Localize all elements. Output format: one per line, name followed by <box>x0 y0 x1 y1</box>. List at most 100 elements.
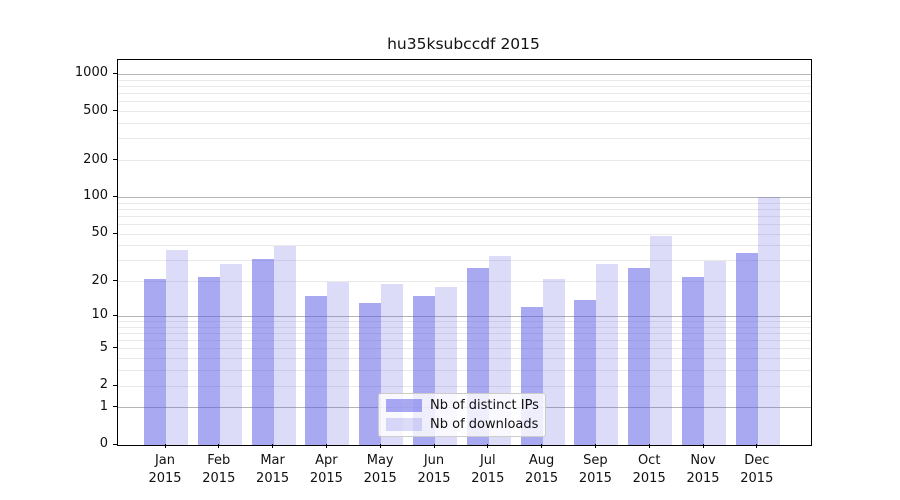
x-tick-mark-jun <box>433 444 435 448</box>
y-tick-mark-5 <box>113 347 117 349</box>
gridline-y-600 <box>118 101 811 103</box>
bar-nb-of-distinct-ips-sep <box>574 299 597 445</box>
y-tick-mark-20 <box>113 280 117 282</box>
bar-nb-of-distinct-ips-apr <box>305 296 328 445</box>
y-tick-label-0: 0 <box>99 436 108 451</box>
gridline-y-6 <box>118 340 811 342</box>
x-tick-label-nov: Nov 2015 <box>686 453 720 486</box>
legend-label-downloads: Nb of downloads <box>430 417 539 432</box>
gridline-y-70 <box>118 215 811 217</box>
y-tick-mark-10 <box>113 314 117 316</box>
x-tick-mark-dec <box>756 444 758 448</box>
gridline-y-100 <box>118 196 811 198</box>
y-tick-label-100: 100 <box>83 188 108 204</box>
y-tick-label-20: 20 <box>91 272 108 288</box>
gridline-y-50 <box>118 233 811 235</box>
x-tick-label-sep: Sep 2015 <box>578 453 612 486</box>
gridline-y-900 <box>118 79 811 81</box>
x-tick-mark-feb <box>218 444 220 448</box>
gridline-y-1000 <box>118 73 811 75</box>
gridline-y-20 <box>118 281 811 283</box>
gridline-y-700 <box>118 93 811 95</box>
y-tick-label-10: 10 <box>91 307 108 323</box>
x-tick-label-apr: Apr 2015 <box>309 453 343 486</box>
x-tick-label-mar: Mar 2015 <box>256 453 290 486</box>
x-tick-mark-mar <box>272 444 274 448</box>
y-tick-label-1: 1 <box>99 398 108 414</box>
bar-nb-of-downloads-dec <box>757 197 780 445</box>
x-tick-label-oct: Oct 2015 <box>632 453 666 486</box>
y-tick-label-2: 2 <box>99 377 108 393</box>
y-tick-mark-500 <box>113 110 117 112</box>
x-tick-label-aug: Aug 2015 <box>525 453 559 486</box>
x-tick-mark-may <box>379 444 381 448</box>
plot-area: Nb of distinct IPs Nb of downloads <box>117 59 812 446</box>
bar-nb-of-downloads-jan <box>166 249 188 445</box>
gridline-y-5 <box>118 348 811 350</box>
legend-item-distinct-ips: Nb of distinct IPs <box>386 398 545 414</box>
bar-nb-of-distinct-ips-dec <box>735 252 758 445</box>
bar-nb-of-downloads-sep <box>596 264 619 445</box>
x-tick-mark-nov <box>702 444 704 448</box>
gridline-y-7 <box>118 332 811 334</box>
legend: Nb of distinct IPs Nb of downloads <box>378 393 546 437</box>
x-tick-label-jan: Jan 2015 <box>148 453 182 486</box>
gridline-y-40 <box>118 245 811 247</box>
x-tick-label-dec: Dec 2015 <box>740 453 774 486</box>
y-tick-mark-1000 <box>113 72 117 74</box>
gridline-y-10 <box>118 315 811 317</box>
gridline-y-200 <box>118 160 811 162</box>
legend-label-distinct-ips: Nb of distinct IPs <box>430 398 539 413</box>
y-tick-mark-2 <box>113 384 117 386</box>
bar-nb-of-distinct-ips-jan <box>144 279 166 445</box>
y-tick-mark-200 <box>113 159 117 161</box>
y-tick-label-500: 500 <box>83 102 108 118</box>
y-tick-mark-0 <box>113 443 117 445</box>
gridline-y-400 <box>118 123 811 124</box>
bar-nb-of-distinct-ips-may <box>359 303 382 445</box>
gridline-y-80 <box>118 208 811 210</box>
bar-nb-of-downloads-aug <box>542 279 565 445</box>
bar-nb-of-downloads-apr <box>327 281 350 445</box>
y-tick-mark-100 <box>113 195 117 197</box>
bar-nb-of-distinct-ips-oct <box>628 268 651 445</box>
bar-nb-of-downloads-mar <box>273 245 296 445</box>
y-tick-label-5: 5 <box>99 339 108 355</box>
x-tick-mark-jul <box>487 444 489 448</box>
gridline-y-60 <box>118 224 811 225</box>
gridline-y-8 <box>118 326 811 328</box>
legend-swatch-downloads-icon <box>386 418 422 431</box>
chart-title: hu35ksubccdf 2015 <box>387 35 540 53</box>
bar-nb-of-distinct-ips-feb <box>197 276 220 445</box>
gridline-y-2 <box>118 385 811 387</box>
y-tick-label-1000: 1000 <box>74 65 108 81</box>
gridline-y-3 <box>118 370 811 372</box>
bar-nb-of-downloads-feb <box>219 264 242 445</box>
x-tick-label-feb: Feb 2015 <box>202 453 236 486</box>
gridline-y-300 <box>118 138 811 140</box>
bar-nb-of-distinct-ips-mar <box>251 259 274 445</box>
bar-nb-of-downloads-oct <box>650 236 673 445</box>
legend-swatch-distinct-ips-icon <box>386 399 422 412</box>
gridline-y-9 <box>118 321 811 322</box>
x-tick-mark-aug <box>541 444 543 448</box>
x-tick-mark-jan <box>164 444 166 448</box>
gridline-y-30 <box>118 260 811 262</box>
gridline-y-500 <box>118 111 811 113</box>
x-tick-mark-apr <box>325 444 327 448</box>
x-tick-label-jun: Jun 2015 <box>417 453 451 486</box>
y-tick-mark-50 <box>113 232 117 234</box>
legend-item-downloads: Nb of downloads <box>386 417 545 433</box>
x-tick-mark-sep <box>594 444 596 448</box>
x-tick-label-may: May 2015 <box>363 453 397 486</box>
bar-nb-of-distinct-ips-nov <box>682 276 704 445</box>
y-tick-mark-1 <box>113 406 117 408</box>
x-tick-label-jul: Jul 2015 <box>471 453 505 486</box>
gridline-y-4 <box>118 358 811 360</box>
y-tick-label-50: 50 <box>91 225 108 241</box>
gridline-y-90 <box>118 202 811 204</box>
bar-nb-of-downloads-nov <box>704 260 726 445</box>
x-tick-mark-oct <box>648 444 650 448</box>
gridline-y-800 <box>118 85 811 87</box>
